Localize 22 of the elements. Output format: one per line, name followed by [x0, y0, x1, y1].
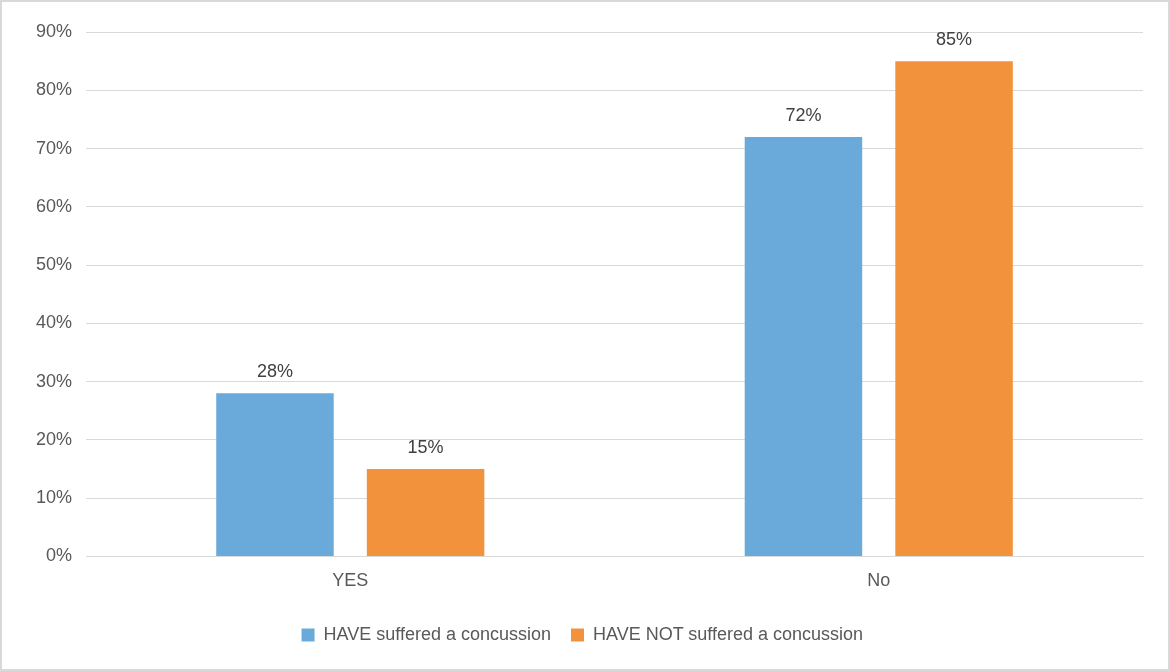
- y-tick-label: 0%: [46, 545, 73, 566]
- legend-label: HAVE NOT suffered a concussion: [593, 623, 864, 644]
- data-label: 72%: [785, 104, 822, 125]
- bar: [366, 469, 485, 556]
- legend-label: HAVE suffered a concussion: [323, 623, 552, 644]
- data-label: 85%: [936, 29, 973, 50]
- data-label: 15%: [407, 436, 444, 457]
- x-tick-label: No: [867, 570, 891, 591]
- y-tick-label: 80%: [36, 79, 73, 100]
- y-tick-label: 90%: [36, 20, 73, 41]
- bar: [216, 393, 334, 556]
- y-tick-label: 40%: [36, 312, 73, 333]
- bar: [744, 136, 863, 556]
- y-tick-label: 30%: [36, 370, 73, 391]
- y-tick-label: 70%: [36, 137, 73, 158]
- y-tick-label: 20%: [36, 428, 73, 449]
- y-tick-label: 10%: [36, 487, 73, 508]
- y-tick-label: 50%: [36, 254, 73, 275]
- x-tick-label: YES: [332, 570, 369, 591]
- y-tick-label: 60%: [36, 195, 73, 216]
- bar: [895, 61, 1013, 556]
- data-label: 28%: [256, 361, 293, 382]
